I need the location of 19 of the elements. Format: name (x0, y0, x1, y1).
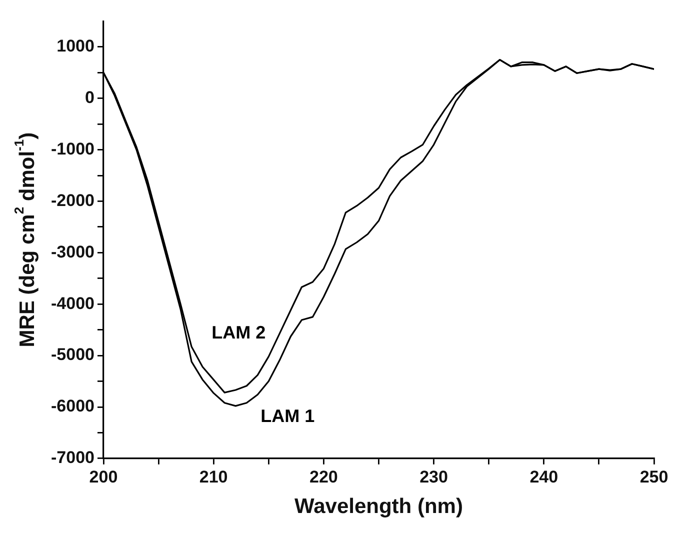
series-label: LAM 1 (260, 406, 315, 426)
y-tick-label: -4000 (50, 294, 94, 313)
x-tick-label: 250 (640, 467, 668, 486)
y-axis-title: MRE (deg cm2 dmol-1) (12, 132, 39, 348)
series-label: LAM 2 (212, 322, 266, 342)
y-tick-label: 1000 (56, 36, 94, 56)
y-tick-label: -3000 (50, 242, 94, 262)
y-tick-label: 0 (85, 88, 94, 108)
x-tick-label: 210 (199, 467, 228, 486)
x-tick-label: 230 (420, 467, 448, 486)
y-tick-label: -2000 (50, 190, 94, 210)
y-tick-label: -7000 (50, 448, 94, 468)
x-axis-title: Wavelength (nm) (294, 495, 463, 518)
x-tick-label: 200 (89, 467, 118, 486)
y-tick-label: -1000 (50, 139, 94, 158)
x-tick-label: 220 (310, 467, 338, 486)
y-tick-label: -6000 (50, 396, 94, 416)
y-tick-label: -5000 (50, 345, 94, 364)
x-tick-label: 240 (530, 467, 558, 486)
